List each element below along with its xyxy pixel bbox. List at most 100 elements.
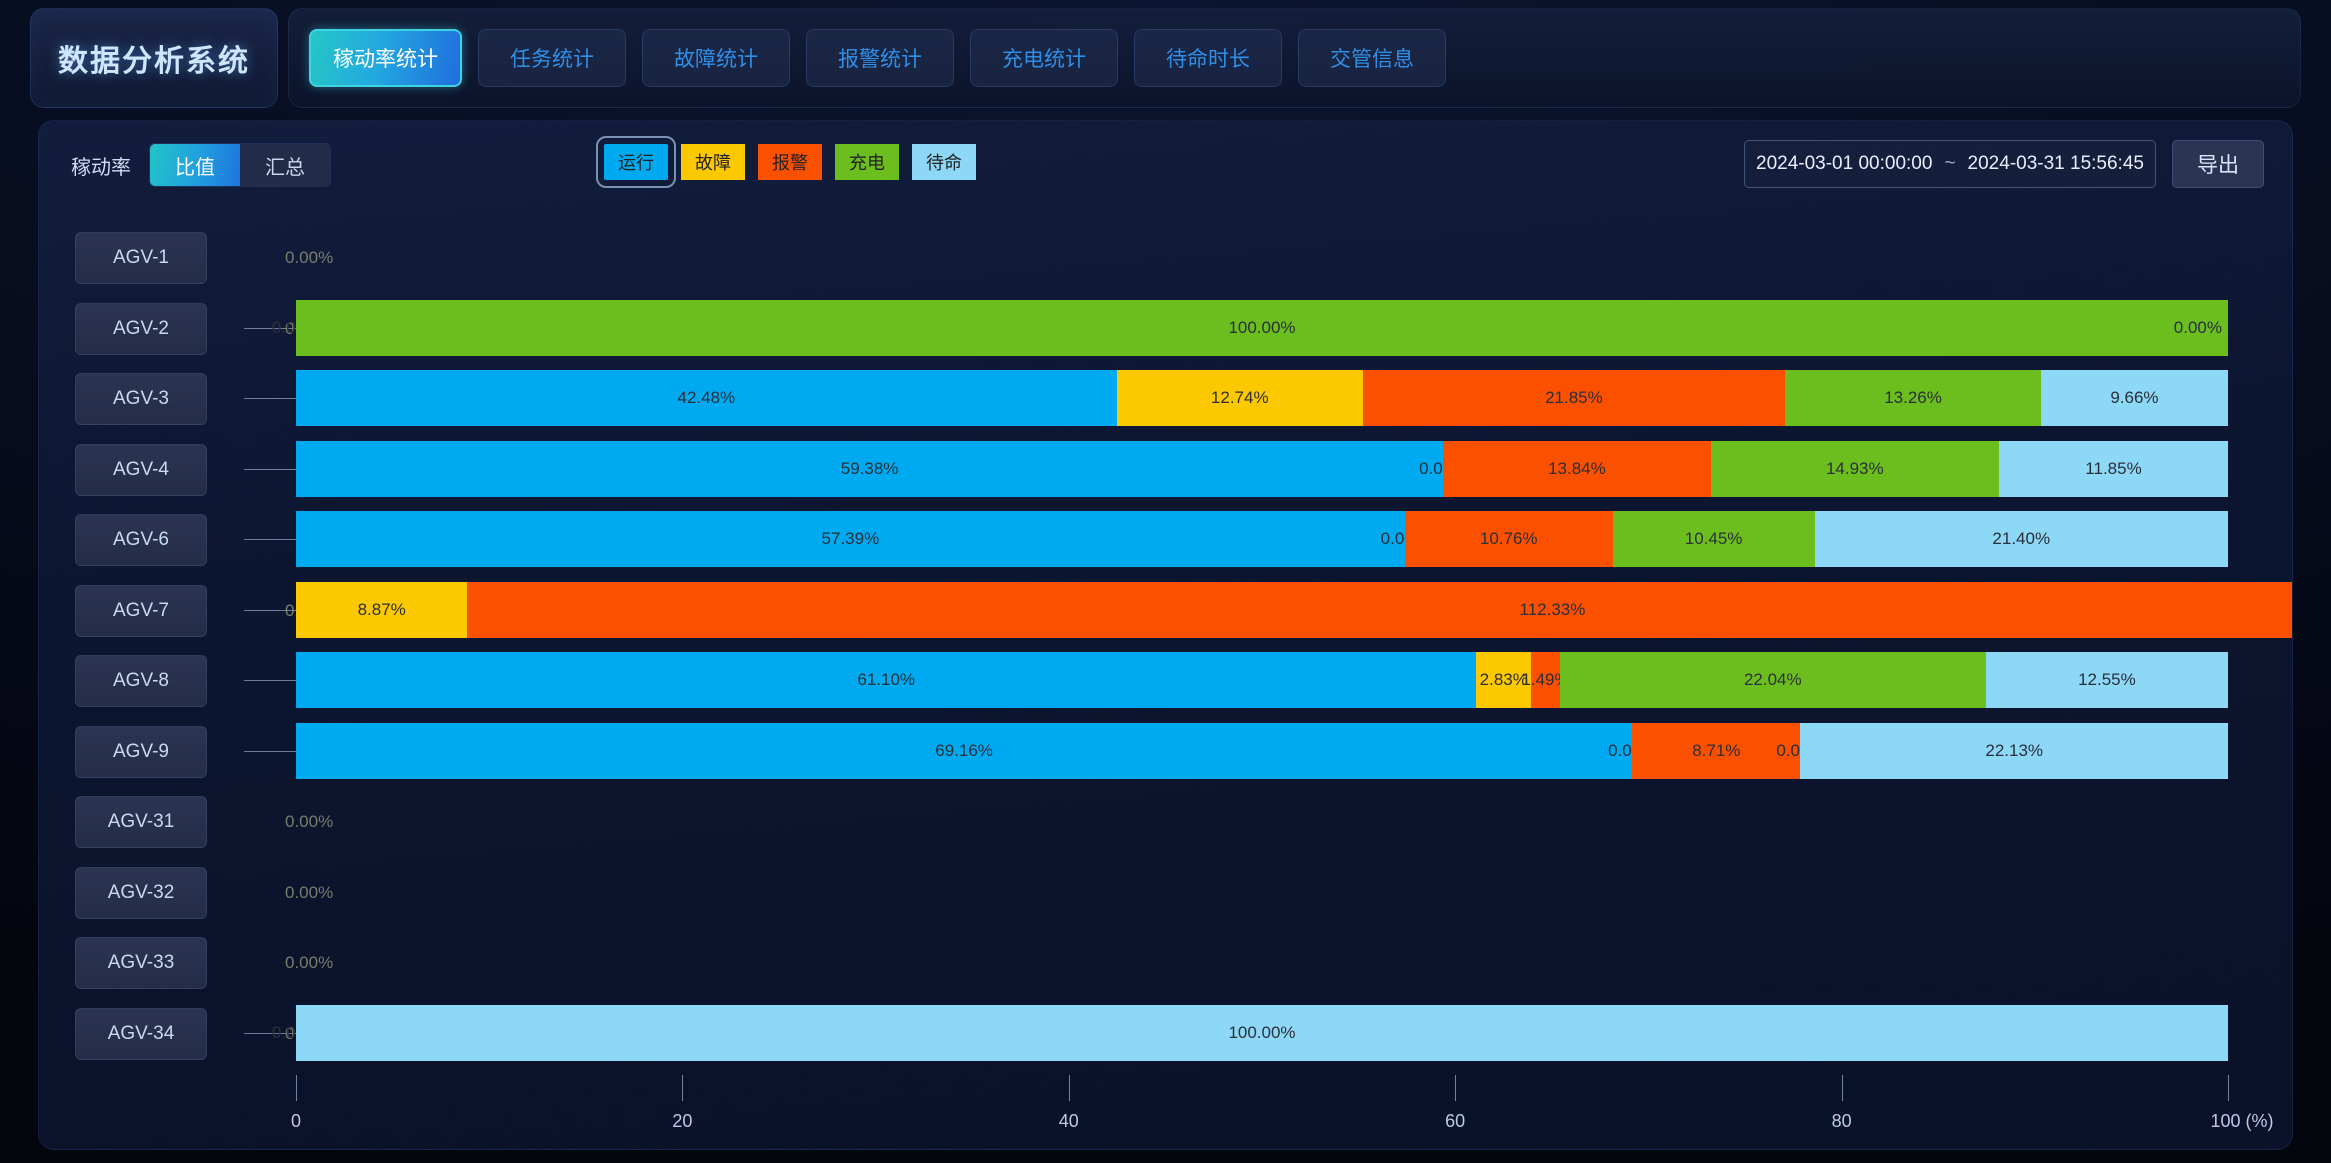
row-tick-line	[244, 750, 296, 752]
tab-2[interactable]: 故障统计	[642, 29, 790, 87]
y-axis-label-AGV-4[interactable]: AGV-4	[75, 443, 207, 496]
legend-item-2[interactable]: 报警	[758, 144, 822, 180]
stacked-bar[interactable]: 61.10% 2.83% 1.49% 22.04% 12.55%	[296, 652, 2229, 708]
stacked-bar[interactable]: 0.00%0.00%100.00%0.00%	[272, 299, 2228, 356]
y-axis-label-AGV-2[interactable]: AGV-2	[75, 302, 207, 355]
bar-segment-运行[interactable]: 61.10%	[296, 652, 1477, 708]
stacked-bar[interactable]: 57.39%0.00%10.76%10.45%21.40%	[296, 511, 2228, 567]
bar-segment-value: 100.00%	[1228, 1022, 1296, 1042]
bar-segment-value: 69.16%	[935, 740, 993, 760]
bar-segment-运行[interactable]: 57.39%	[296, 511, 1405, 567]
bar-segment-value: 112.33%	[1519, 599, 1586, 619]
chart-row: AGV-340.00%0.00%0.00%0.00%100.00%	[39, 1004, 2292, 1063]
bar-segment-value: 8.71%	[1692, 740, 1741, 760]
x-axis-tick-label: 80	[1831, 1111, 1852, 1131]
chart-row: AGV-70.04%8.87%112.33%0.00%	[39, 581, 2292, 640]
stacked-bar[interactable]: 8.87%112.33%0.00%	[296, 581, 2292, 638]
stacked-bar[interactable]: 42.48% 12.74% 21.85% 13.26% 9.66%	[296, 370, 2228, 426]
y-axis-label-AGV-6[interactable]: AGV-6	[75, 514, 207, 566]
bar-segment-故障[interactable]: 12.74%	[1116, 370, 1363, 426]
bar-segment-value: 22.13%	[1985, 740, 2044, 760]
bar-segment-value: 59.38%	[840, 458, 899, 478]
tab-3[interactable]: 报警统计	[806, 29, 954, 87]
bar-segment-value: 12.55%	[2078, 670, 2136, 689]
bar-segment-报警[interactable]: 21.85%	[1362, 370, 1785, 426]
bar-segment-充电[interactable]: 10.45%	[1612, 511, 1815, 567]
bar-segment-value: 13.84%	[1548, 458, 1606, 478]
bar-segment-充电[interactable]: 100.00%	[296, 299, 2228, 356]
bar-segment-value: 11.85%	[2085, 458, 2142, 478]
bar-segment-充电[interactable]: 13.26%	[1784, 370, 2042, 426]
y-axis-label-AGV-3[interactable]: AGV-3	[75, 373, 207, 425]
bar-segment-运行[interactable]: 59.38%	[296, 440, 1444, 497]
bar-segment-报警[interactable]: 10.76%	[1404, 511, 1613, 567]
tab-1[interactable]: 任务统计	[478, 29, 626, 87]
y-axis-label-AGV-33[interactable]: AGV-33	[75, 937, 207, 989]
legend-item-1[interactable]: 故障	[681, 144, 745, 180]
tab-label: 故障统计	[674, 48, 758, 71]
content-panel: 稼动率 比值 汇总 运行 故障 报警 充电 待命 2024-03-01 00:00:00 …	[38, 120, 2293, 1150]
tab-6[interactable]: 交管信息	[1298, 29, 1446, 87]
chart-plot-area: AGV-1 0.00% AGV-2 0.00%0.00%0.00%100.00% 0.0…	[39, 207, 2292, 1149]
rate-mode-option-0[interactable]: 比值	[150, 144, 240, 186]
bar-segment-充电[interactable]: 22.04%	[1559, 652, 1986, 708]
bar-segment-value: 57.39%	[821, 529, 880, 548]
row-tick-line	[244, 327, 296, 329]
bar-segment-value: 12.74%	[1210, 388, 1269, 407]
bar-segment-value: 10.45%	[1684, 529, 1743, 548]
legend-item-3[interactable]: 充电	[835, 144, 899, 180]
legend-item-label: 故障	[695, 153, 731, 173]
bar-segment-待命[interactable]: 21.40%	[1814, 511, 2228, 567]
bar-segment-报警[interactable]: 1.49%	[1521, 652, 1570, 708]
legend-item-label: 充电	[849, 153, 885, 173]
stacked-bar[interactable]: 59.38%0.00%13.84%14.93%11.85%	[296, 440, 2228, 497]
row-tick-line	[244, 468, 296, 470]
y-axis-label-AGV-1[interactable]: AGV-1	[75, 232, 207, 284]
bar-segment-报警[interactable]: 112.33%	[467, 581, 2292, 638]
chart-row: AGV-31 0.00%	[39, 793, 2292, 851]
bar-segment-待命[interactable]: 9.66%	[2041, 370, 2228, 426]
x-axis-tick-label: 40	[1058, 1111, 1079, 1131]
bar-segment-value: 13.26%	[1884, 388, 1942, 407]
tab-4[interactable]: 充电统计	[970, 29, 1118, 87]
chart-row: AGV-459.38%0.00%13.84%14.93%11.85%	[39, 440, 2292, 499]
bar-segment-待命[interactable]: 11.85%	[1999, 440, 2228, 497]
legend-item-label: 待命	[926, 153, 962, 173]
bar-segment-待命[interactable]: 12.55%	[1985, 652, 2229, 708]
bar-segment-value: 8.87%	[357, 599, 406, 619]
zero-value-label: 0.00%	[285, 953, 334, 972]
bar-segment-运行[interactable]: 69.16%	[296, 722, 1633, 779]
chart-row: AGV-8 61.10% 2.83% 1.49% 22.04% 12.55%	[39, 652, 2292, 710]
y-axis-label-AGV-34[interactable]: AGV-34	[75, 1007, 207, 1060]
bar-segment-待命[interactable]: 22.13%	[1800, 722, 2228, 779]
bar-segment-待命[interactable]: 100.00%	[296, 1004, 2228, 1061]
x-axis-tick	[1841, 1075, 1843, 1101]
bar-segment-充电[interactable]: 14.93%	[1710, 440, 2000, 497]
tab-0[interactable]: 稼动率统计	[309, 29, 462, 87]
bar-segment-value: 2.83%	[1479, 670, 1528, 689]
x-axis-tick	[682, 1075, 684, 1101]
x-axis: 0 20 40 60 80 100 (%)	[39, 1075, 2292, 1149]
y-axis-label-AGV-8[interactable]: AGV-8	[75, 655, 207, 707]
legend-item-4[interactable]: 待命	[912, 144, 976, 180]
stacked-bar[interactable]: 0.00%0.00%0.00%100.00%	[272, 1004, 2228, 1061]
bar-segment-报警[interactable]: 8.71%	[1632, 722, 1801, 779]
y-axis-label-AGV-7[interactable]: AGV-7	[75, 584, 207, 637]
export-button[interactable]: 导出	[2172, 140, 2264, 188]
bar-segment-value: 22.04%	[1743, 670, 1802, 689]
date-range-picker[interactable]: 2024-03-01 00:00:00 ~ 2024-03-31 15:56:4…	[1744, 140, 2156, 188]
bar-segment-报警[interactable]: 13.84%	[1443, 440, 1711, 497]
chart-toolbar: 稼动率 比值 汇总 运行 故障 报警 充电 待命 2024-03-01 00:00:00 …	[39, 136, 2292, 193]
bar-segment-故障[interactable]: 8.87%	[296, 581, 468, 638]
bar-segment-运行[interactable]: 42.48%	[296, 370, 1117, 426]
bar-segment-故障[interactable]: 2.83%	[1476, 652, 1532, 708]
y-axis-label-AGV-9[interactable]: AGV-9	[75, 725, 207, 778]
stacked-bar[interactable]: 69.16%0.00%8.71%0.00%22.13%	[296, 722, 2228, 779]
y-axis-label-AGV-32[interactable]: AGV-32	[75, 866, 207, 919]
y-axis-label-AGV-31[interactable]: AGV-31	[75, 796, 207, 848]
tab-5[interactable]: 待命时长	[1134, 29, 1282, 87]
legend-item-0[interactable]: 运行	[596, 136, 676, 188]
rate-mode-option-1[interactable]: 汇总	[240, 144, 330, 186]
x-axis-tick-label: 100 (%)	[2210, 1111, 2274, 1131]
